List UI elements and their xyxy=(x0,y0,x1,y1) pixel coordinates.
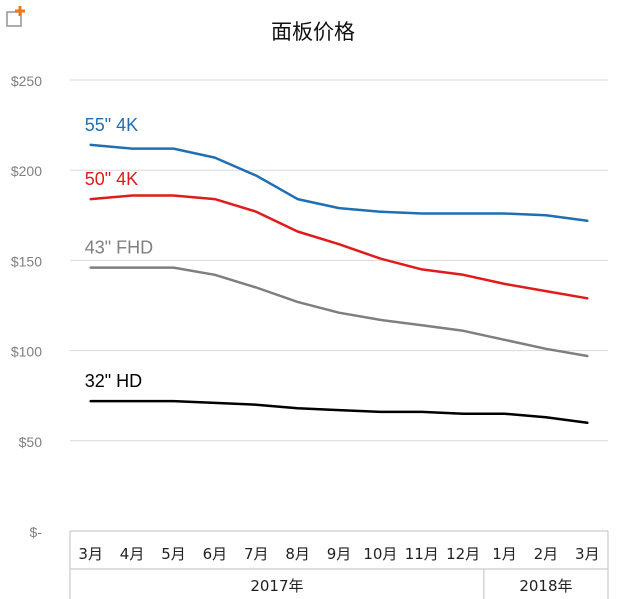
x-tick-label: 1月 xyxy=(492,545,517,563)
series-line xyxy=(89,143,589,222)
x-tick-label: 3月 xyxy=(78,545,103,563)
y-tick-label: $200 xyxy=(11,163,42,179)
series-label: 50" 4K xyxy=(85,169,138,189)
x-group-label: 2018年 xyxy=(519,577,572,595)
series-line xyxy=(89,399,589,425)
series-label: 32" HD xyxy=(85,371,142,391)
x-tick-label: 12月 xyxy=(446,545,480,563)
x-tick-label: 2月 xyxy=(534,545,559,563)
gridlines xyxy=(70,79,608,442)
x-tick-label: 7月 xyxy=(244,545,269,563)
y-axis: $- $50 $100 $150 $200 $250 xyxy=(11,73,42,540)
series-label: 43" FHD xyxy=(85,238,153,258)
x-tick-label: 11月 xyxy=(405,545,439,563)
series-lines xyxy=(89,143,589,425)
x-tick-label: 6月 xyxy=(203,545,228,563)
y-tick-label: $100 xyxy=(11,344,42,360)
x-tick-label: 8月 xyxy=(285,545,310,563)
series-line xyxy=(89,266,589,358)
y-tick-label: $- xyxy=(30,524,43,540)
y-tick-label: $150 xyxy=(11,253,42,269)
x-tick-label: 3月 xyxy=(575,545,600,563)
chart-title: 面板价格 xyxy=(271,20,355,44)
x-tick-label: 9月 xyxy=(327,545,352,563)
x-group-label: 2017年 xyxy=(250,577,303,595)
x-axis: 3月 4月 5月 6月 7月 8月 9月 10月 11月 12月 1月 2月 3月 2017年 2018年 xyxy=(69,530,609,599)
y-tick-label: $50 xyxy=(19,434,43,450)
series-label: 55" 4K xyxy=(85,115,138,135)
y-tick-label: $250 xyxy=(11,73,42,89)
x-tick-label: 10月 xyxy=(363,545,397,563)
series-line xyxy=(89,194,589,300)
x-tick-label: 4月 xyxy=(120,545,145,563)
series-labels: 55" 4K 50" 4K 43" FHD 32" HD xyxy=(85,115,153,391)
x-tick-label: 5月 xyxy=(161,545,186,563)
add-to-collection-icon[interactable] xyxy=(4,4,30,30)
